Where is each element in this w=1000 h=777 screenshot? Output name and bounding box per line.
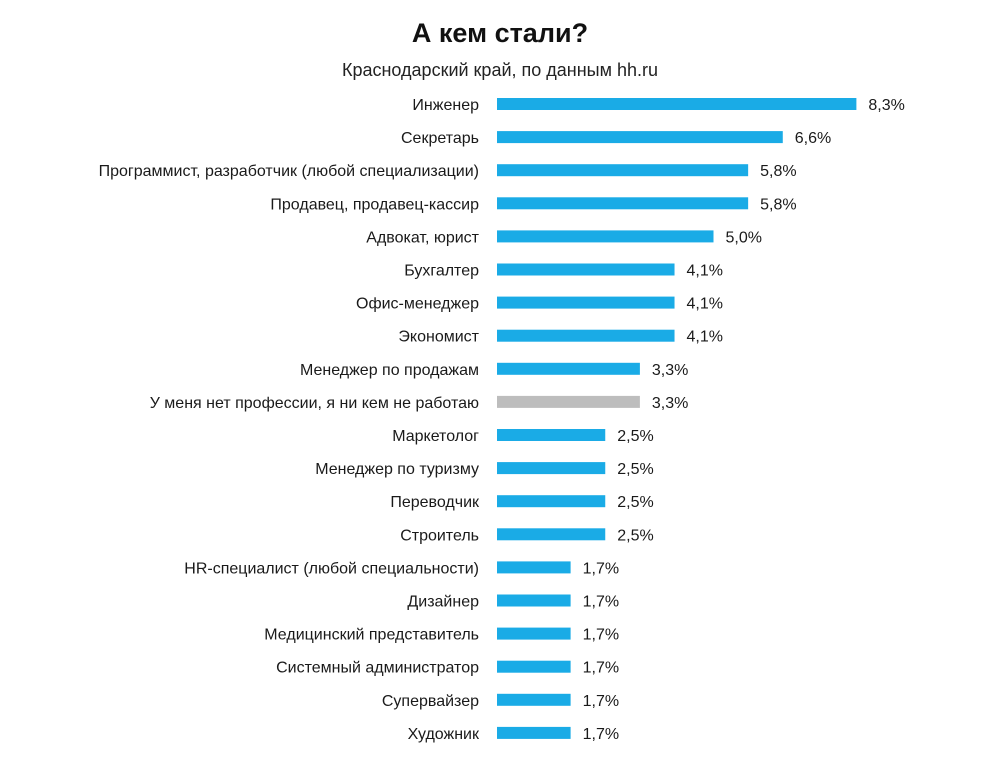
category-label: Системный администратор xyxy=(276,660,479,677)
category-label: Художник xyxy=(408,726,480,743)
category-label: HR-специалист (любой специальности) xyxy=(184,560,479,577)
category-label: Менеджер по туризму xyxy=(315,461,479,478)
category-label: Переводчик xyxy=(390,494,480,511)
value-label: 5,8% xyxy=(760,163,796,180)
bar xyxy=(497,329,675,342)
category-label: Супервайзер xyxy=(382,693,479,710)
bar xyxy=(497,627,571,640)
bar xyxy=(497,296,675,309)
value-label: 2,5% xyxy=(617,461,653,478)
category-label: Продавец, продавец-кассир xyxy=(270,196,479,213)
bar xyxy=(497,594,571,607)
chart-subtitle: Краснодарский край, по данным hh.ru xyxy=(341,60,659,80)
category-label: Дизайнер xyxy=(407,594,479,611)
bar xyxy=(497,263,675,276)
bar xyxy=(497,528,606,541)
bar xyxy=(497,660,571,673)
bar xyxy=(497,429,606,441)
category-label: Экономист xyxy=(398,329,479,346)
category-label: Медицинский представитель xyxy=(264,627,479,644)
bar xyxy=(497,395,640,408)
category-label: У меня нет профессии, я ни кем не работа… xyxy=(150,395,479,412)
category-label: Инженер xyxy=(412,97,479,114)
value-label: 3,3% xyxy=(652,362,688,379)
bar xyxy=(497,362,640,375)
bar xyxy=(497,462,606,475)
value-label: 1,7% xyxy=(583,693,619,710)
value-label: 2,5% xyxy=(617,428,653,445)
category-label: Адвокат, юрист xyxy=(366,229,479,246)
bar xyxy=(497,197,749,210)
value-label: 3,3% xyxy=(652,395,688,412)
bar xyxy=(497,164,749,177)
value-label: 6,6% xyxy=(795,130,831,147)
category-label: Маркетолог xyxy=(392,428,479,445)
value-label: 1,7% xyxy=(583,627,619,644)
value-label: 8,3% xyxy=(868,97,904,114)
bar xyxy=(497,561,571,574)
value-label: 2,5% xyxy=(617,527,653,544)
value-label: 4,1% xyxy=(687,263,723,280)
value-label: 1,7% xyxy=(583,726,619,743)
category-label: Бухгалтер xyxy=(404,263,479,280)
category-label: Секретарь xyxy=(401,130,479,147)
value-label: 1,7% xyxy=(583,660,619,677)
chart-title: А кем стали? xyxy=(411,18,589,48)
category-label: Менеджер по продажам xyxy=(300,362,479,379)
bar xyxy=(497,131,783,144)
category-label: Офис-менеджер xyxy=(356,296,479,313)
bar xyxy=(497,495,606,508)
value-label: 1,7% xyxy=(583,560,619,577)
value-label: 5,0% xyxy=(726,229,762,246)
bar xyxy=(497,230,714,243)
category-label: Строитель xyxy=(400,527,479,544)
bar xyxy=(497,98,857,110)
value-label: 1,7% xyxy=(583,594,619,611)
bar xyxy=(497,693,571,706)
category-label: Программист, разработчик (любой специали… xyxy=(99,163,479,180)
value-label: 4,1% xyxy=(687,329,723,346)
value-label: 2,5% xyxy=(617,494,653,511)
value-label: 5,8% xyxy=(760,196,796,213)
bar xyxy=(497,726,571,739)
value-label: 4,1% xyxy=(687,296,723,313)
